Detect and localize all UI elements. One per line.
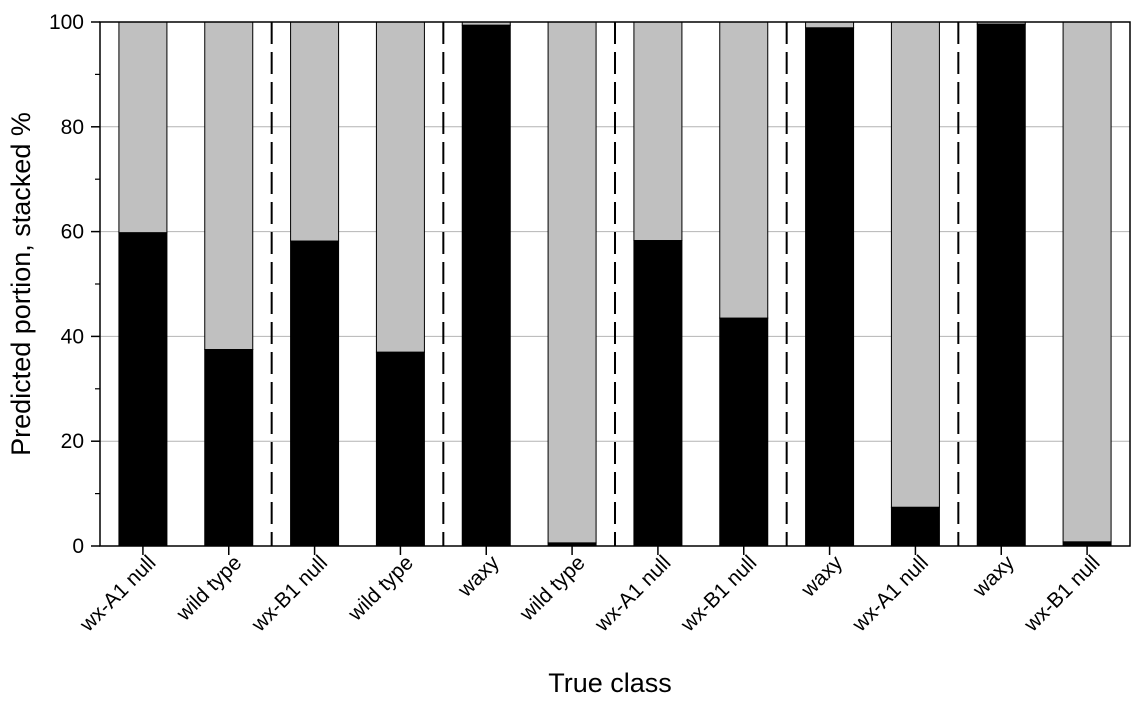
x-axis-title: True class [548,668,672,698]
bar-segment-black [719,317,769,547]
x-category-label: waxy [968,551,1019,602]
bar-segment-black [118,232,168,547]
x-category-label: wx-B1 null [676,551,761,636]
bar-segment-black [204,349,254,547]
bar-segment-grey [547,21,597,544]
y-tick-label: 100 [49,11,84,34]
bar-segment-black [976,23,1026,547]
x-category-label: waxy [453,551,504,602]
bar-segment-black [805,27,855,547]
bar-segment-grey [805,21,855,29]
bar-segment-grey [719,21,769,319]
y-axis: 0 20 40 60 80 100 [49,11,100,558]
bar-segment-grey [1062,21,1112,543]
y-axis-title: Predicted portion, stacked % [6,112,36,456]
x-category-label: waxy [796,551,847,602]
group-separators [270,22,960,546]
bar-segment-black [461,24,511,547]
x-category-label: wx-A1 null [847,551,932,636]
bar-segment-grey [118,21,168,234]
bar-segment-grey [633,21,683,242]
x-axis: wx-A1 null wild type wx-B1 null wild type wa… [75,546,1105,637]
y-tick-label: 0 [72,535,84,558]
bar-segment-black [633,240,683,547]
bar-segment-black [290,240,340,547]
bar-segment-grey [375,21,425,353]
x-category-label: wx-B1 null [1019,551,1104,636]
bar-segment-black [375,351,425,547]
x-category-label: wild type [343,551,418,626]
y-tick-label: 40 [61,325,84,348]
y-tick-label: 80 [61,116,84,139]
bar-segment-grey [204,21,254,350]
x-category-label: wild type [515,551,590,626]
x-category-label: wx-A1 null [75,551,160,636]
bars [118,21,1112,547]
x-category-label: wx-A1 null [590,551,675,636]
y-tick-label: 20 [61,430,84,453]
y-tick-label: 60 [61,221,84,244]
bar-segment-black [890,506,940,547]
x-category-label: wild type [172,551,247,626]
bar-segment-grey [290,21,340,242]
x-category-label: wx-B1 null [247,551,332,636]
bar-segment-grey [890,21,940,508]
